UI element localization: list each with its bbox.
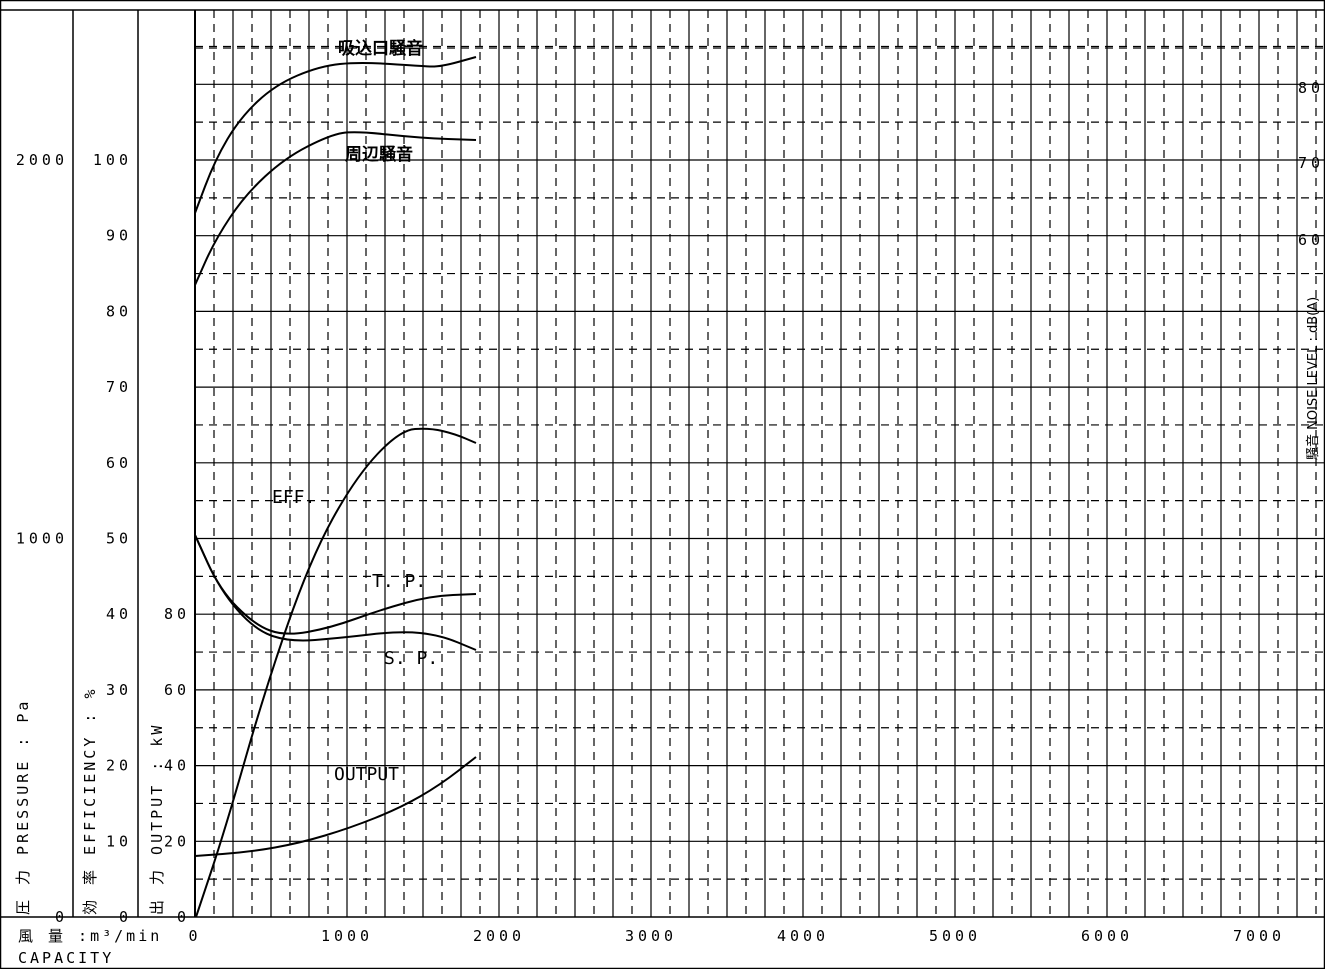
x-axis-label-en: CAPACITY — [18, 949, 114, 967]
series-label: 吸込口騒音 — [338, 38, 423, 59]
efficiency-tick-label: 60 — [106, 454, 132, 472]
efficiency-tick-label: 40 — [106, 605, 132, 623]
efficiency-tick-label: 10 — [106, 832, 132, 850]
series-line — [194, 534, 477, 651]
pressure-tick-label: 0 — [55, 908, 68, 926]
x-tick-label: 3000 — [625, 927, 677, 945]
efficiency-tick-label: 50 — [106, 530, 132, 548]
series-label: 周辺騒音 — [345, 144, 413, 165]
output-tick-label: 0 — [177, 908, 190, 926]
x-tick-label: 5000 — [929, 927, 981, 945]
series-line — [194, 56, 477, 214]
x-tick-label: 6000 — [1081, 927, 1133, 945]
efficiency-tick-label: 100 — [93, 151, 132, 169]
x-tick-label: 1000 — [321, 927, 373, 945]
series-label: EFF. — [272, 487, 315, 508]
output-tick-label: 40 — [164, 757, 190, 775]
series-line — [195, 427, 477, 918]
efficiency-tick-label: 20 — [106, 757, 132, 775]
x-tick-label: 7000 — [1233, 927, 1285, 945]
efficiency-tick-label: 70 — [106, 378, 132, 396]
x-tick-label: 4000 — [777, 927, 829, 945]
series-line — [194, 756, 477, 857]
series-line — [194, 534, 477, 635]
output-axis-title: 出 力 OUTPUT : kW — [148, 723, 166, 915]
pressure-tick-label: 2000 — [16, 151, 68, 169]
noise-tick-label: 80 — [1298, 79, 1324, 97]
series-label: S. P. — [384, 648, 438, 669]
x-axis-label-jp: 風 量 :m³/min — [18, 927, 162, 945]
efficiency-tick-label: 80 — [106, 302, 132, 320]
output-tick-label: 60 — [164, 681, 190, 699]
series-label: OUTPUT — [334, 764, 399, 785]
series-line — [194, 131, 477, 286]
series-label: T. P. — [372, 571, 426, 592]
efficiency-tick-label: 0 — [119, 908, 132, 926]
x-tick-label: 2000 — [473, 927, 525, 945]
noise-axis-title: 騒音 NOISE LEVEL : dB(A) — [1305, 297, 1321, 460]
output-tick-label: 20 — [164, 832, 190, 850]
efficiency-tick-label: 30 — [106, 681, 132, 699]
x-tick-label: 0 — [188, 927, 201, 945]
noise-tick-label: 70 — [1298, 154, 1324, 172]
pressure-tick-label: 1000 — [16, 530, 68, 548]
noise-tick-label: 60 — [1298, 231, 1324, 249]
output-tick-label: 80 — [164, 605, 190, 623]
efficiency-axis-title: 効 率 EFFICIENCY : % — [81, 687, 99, 916]
pressure-axis-title: 圧 力 PRESSURE : Pa — [14, 699, 32, 915]
efficiency-tick-label: 90 — [106, 227, 132, 245]
